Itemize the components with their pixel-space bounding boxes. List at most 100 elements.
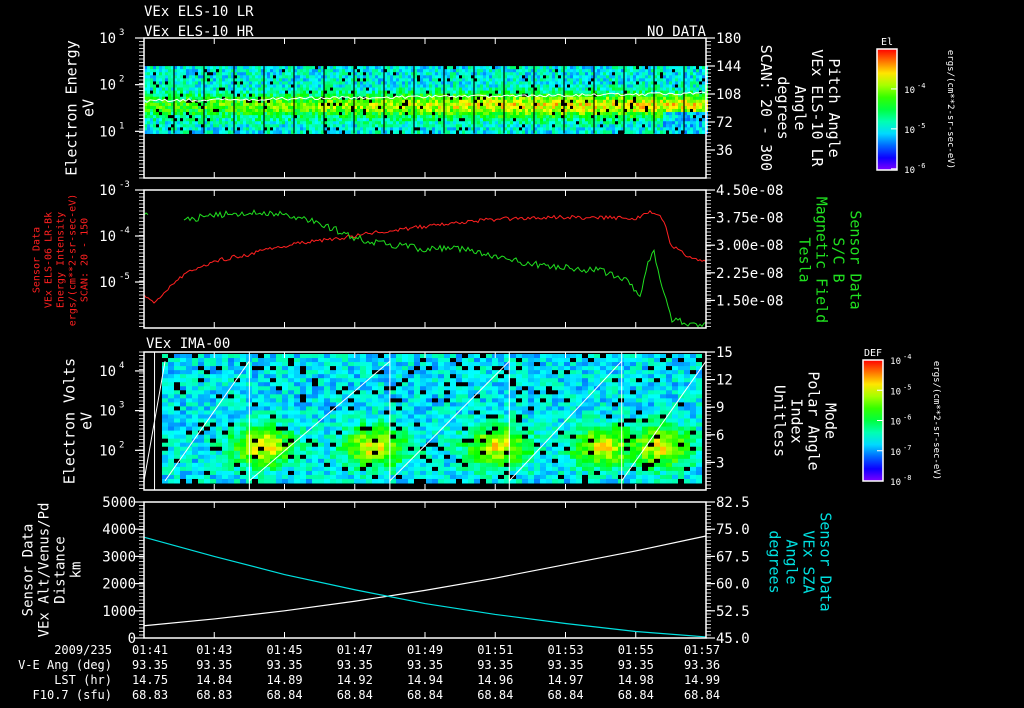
spectrogram-cell — [678, 112, 681, 116]
spectrogram-cell — [477, 84, 480, 89]
spectrogram-cell — [318, 66, 321, 70]
spectrogram-cell — [699, 93, 702, 98]
spectrogram-cell — [519, 102, 522, 107]
spectrogram-cell — [381, 112, 384, 116]
spectrogram-cell — [489, 96, 492, 101]
spectrogram-cell — [405, 81, 408, 85]
spectrogram-cell — [264, 69, 267, 73]
spectrogram-cell — [450, 75, 453, 79]
spectrogram-cell — [375, 112, 378, 116]
spectrogram-cell — [420, 69, 423, 73]
spectrogram-cell — [456, 130, 459, 134]
spectrogram-cell — [321, 102, 324, 107]
spectrogram-cell — [228, 99, 231, 104]
spectrogram-cell — [282, 454, 288, 460]
spectrogram-cell — [657, 66, 660, 70]
spectrogram-cell — [579, 115, 582, 119]
spectrogram-cell — [213, 96, 216, 101]
spectrogram-cell — [702, 96, 705, 101]
spectrogram-cell — [648, 93, 651, 98]
spectrogram-cell — [552, 115, 555, 119]
spectrogram-cell — [654, 102, 657, 107]
spectrogram-cell — [351, 127, 354, 131]
spectrogram-cell — [603, 99, 606, 104]
spectrogram-cell — [249, 81, 252, 85]
spectrogram-cell — [624, 72, 627, 76]
spectrogram-cell — [540, 78, 543, 82]
spectrogram-cell — [270, 87, 273, 92]
spectrogram-cell — [522, 127, 525, 131]
spectrogram-cell — [525, 108, 528, 113]
spectrogram-cell — [162, 398, 168, 403]
spectrogram-cell — [456, 99, 459, 104]
spectrogram-cell — [393, 69, 396, 73]
spectrogram-cell — [564, 84, 567, 89]
spectrogram-cell — [636, 121, 639, 125]
spectrogram-cell — [699, 75, 702, 79]
spectrogram-cell — [306, 386, 312, 391]
spectrogram-cell — [153, 93, 156, 98]
spectrogram-cell — [525, 96, 528, 101]
spectrogram-cell — [216, 102, 219, 107]
spectrogram-cell — [297, 69, 300, 73]
spectrogram-cell — [285, 121, 288, 125]
spectrogram-cell — [252, 434, 258, 440]
spectrogram-cell — [405, 121, 408, 125]
spectrogram-cell — [633, 69, 636, 73]
spectrogram-cell — [531, 112, 534, 116]
spectrogram-cell — [660, 72, 663, 76]
spectrogram-cell — [543, 127, 546, 131]
spectrogram-cell — [174, 434, 180, 440]
spectrogram-cell — [273, 93, 276, 98]
spectrogram-cell — [270, 394, 276, 399]
spectrogram-cell — [171, 81, 174, 85]
spectrogram-cell — [276, 382, 282, 387]
spectrogram-cell — [681, 118, 684, 122]
spectrogram-cell — [354, 75, 357, 79]
spectrogram-cell — [306, 474, 312, 480]
spectrogram-cell — [636, 72, 639, 76]
spectrogram-cell — [357, 90, 360, 95]
spectrogram-cell — [300, 446, 306, 452]
spectrogram-cell — [546, 127, 549, 131]
spectrogram-cell — [258, 108, 261, 113]
spectrogram-cell — [303, 87, 306, 92]
spectrogram-cell — [669, 72, 672, 76]
spectrogram-cell — [261, 75, 264, 79]
spectrogram-cell — [522, 115, 525, 119]
spectrogram-cell — [189, 78, 192, 82]
spectrogram-cell — [549, 84, 552, 89]
spectrogram-cell — [549, 87, 552, 92]
spectrogram-cell — [225, 115, 228, 119]
spectrogram-cell — [345, 75, 348, 79]
spectrogram-cell — [294, 72, 297, 76]
spectrogram-cell — [423, 96, 426, 101]
spectrogram-cell — [252, 458, 258, 464]
spectrogram-cell — [519, 66, 522, 70]
spectrogram-cell — [147, 121, 150, 125]
spectrogram-cell — [228, 398, 234, 403]
spectrogram-cell — [312, 406, 318, 411]
spectrogram-cell — [183, 130, 186, 134]
spectrogram-cell — [312, 358, 318, 363]
spectrogram-cell — [423, 115, 426, 119]
spectrogram-cell — [510, 96, 513, 101]
spectrogram-cell — [498, 124, 501, 128]
spectrogram-cell — [315, 96, 318, 101]
spectrogram-cell — [639, 102, 642, 107]
spectrogram-cell — [318, 99, 321, 104]
spectrogram-cell — [291, 75, 294, 79]
spectrogram-cell — [222, 69, 225, 73]
spectrogram-cell — [174, 121, 177, 125]
spectrogram-cell — [411, 118, 414, 122]
spectrogram-cell — [504, 108, 507, 113]
spectrogram-cell — [210, 398, 216, 403]
spectrogram-cell — [465, 75, 468, 79]
spectrogram-cell — [195, 96, 198, 101]
spectrogram-cell — [594, 102, 597, 107]
spectrogram-cell — [153, 130, 156, 134]
spectrogram-cell — [327, 72, 330, 76]
spectrogram-cell — [531, 99, 534, 104]
spectrogram-cell — [504, 72, 507, 76]
spectrogram-cell — [297, 90, 300, 95]
